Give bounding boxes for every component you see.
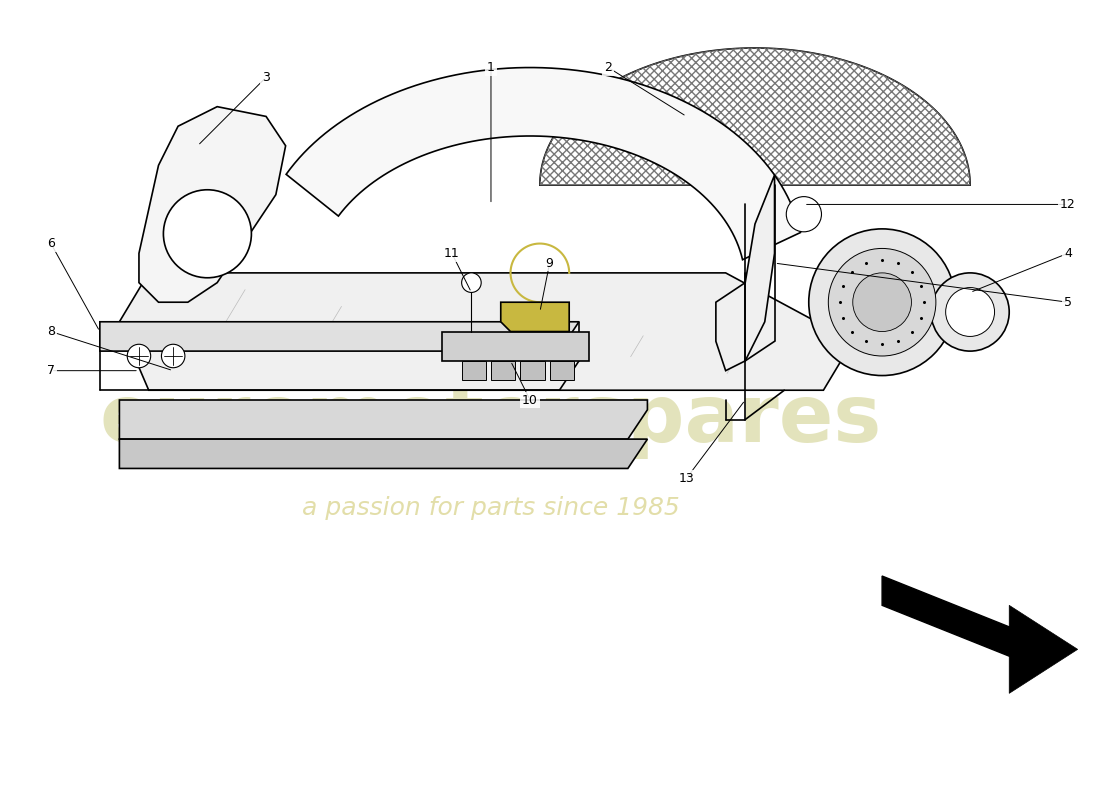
Text: 1: 1 [487,61,495,74]
Circle shape [162,344,185,368]
Polygon shape [462,361,486,381]
Polygon shape [120,273,852,390]
Circle shape [462,273,481,293]
Circle shape [946,287,994,337]
Polygon shape [500,302,569,331]
Text: 2: 2 [604,61,613,74]
Text: a passion for parts since 1985: a passion for parts since 1985 [302,495,680,519]
Polygon shape [139,106,286,302]
Polygon shape [491,361,516,381]
Circle shape [931,273,1009,351]
Text: euromotorspares: euromotorspares [100,381,882,458]
Polygon shape [442,331,588,361]
Text: 9: 9 [546,257,553,270]
Circle shape [164,190,252,278]
Polygon shape [120,400,648,439]
Circle shape [128,344,151,368]
Text: 12: 12 [1060,198,1076,211]
Text: 4: 4 [1064,247,1071,260]
Text: 13: 13 [679,472,694,485]
Polygon shape [100,322,579,351]
Circle shape [852,273,912,331]
Polygon shape [286,67,801,260]
Text: 5: 5 [1064,296,1071,309]
Polygon shape [550,361,574,381]
Text: 8: 8 [47,325,55,338]
Circle shape [786,197,822,232]
Text: 11: 11 [444,247,460,260]
Polygon shape [540,48,970,185]
Text: 3: 3 [262,71,270,84]
Polygon shape [520,361,544,381]
Polygon shape [716,175,774,370]
Circle shape [828,249,936,356]
Text: 7: 7 [47,364,55,377]
Polygon shape [120,439,648,469]
Text: 10: 10 [522,394,538,406]
Text: 6: 6 [47,237,55,250]
Polygon shape [1009,606,1078,694]
Polygon shape [882,576,1028,664]
Circle shape [808,229,956,375]
